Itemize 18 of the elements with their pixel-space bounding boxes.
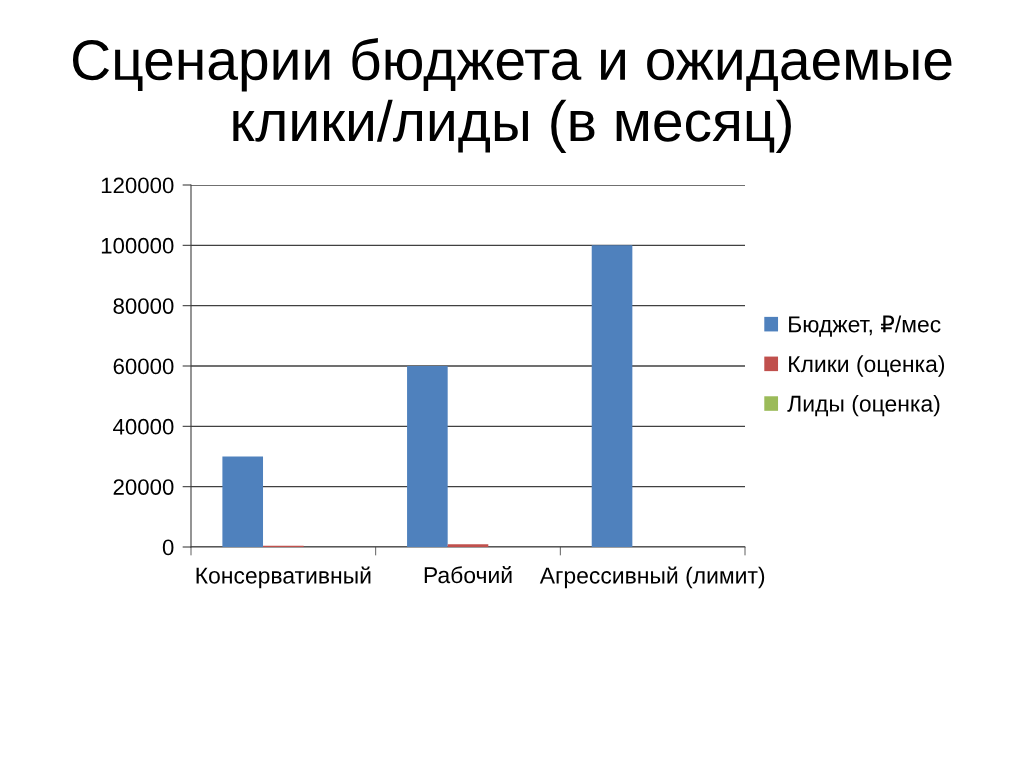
legend-label: Клики (оценка) xyxy=(789,355,945,377)
y-tick-label: 20000 xyxy=(113,479,174,495)
x-tick-label: Консервативный xyxy=(196,566,371,589)
legend-label: Лиды (оценка) xyxy=(787,395,940,417)
chart-title: Сценарии бюджета и ожидаемые клики/лиды (в месяц) xyxy=(72,38,952,153)
legend-label: Бюджет, ₽/мес xyxy=(789,315,941,337)
y-tick-label: 60000 xyxy=(113,358,174,375)
bar xyxy=(591,245,633,547)
x-tick-label: Агрессивный (лимит) xyxy=(539,566,765,589)
y-tick-label: 80000 xyxy=(113,298,174,314)
y-tick-label: 120000 xyxy=(101,177,174,194)
bar xyxy=(222,456,264,547)
bar xyxy=(407,366,448,547)
y-tick-label: 100000 xyxy=(101,237,174,254)
x-tick-label: Рабочий xyxy=(424,566,512,584)
y-tick-label: 0 xyxy=(162,539,174,556)
bar xyxy=(447,544,489,547)
y-tick-label: 40000 xyxy=(113,418,174,435)
